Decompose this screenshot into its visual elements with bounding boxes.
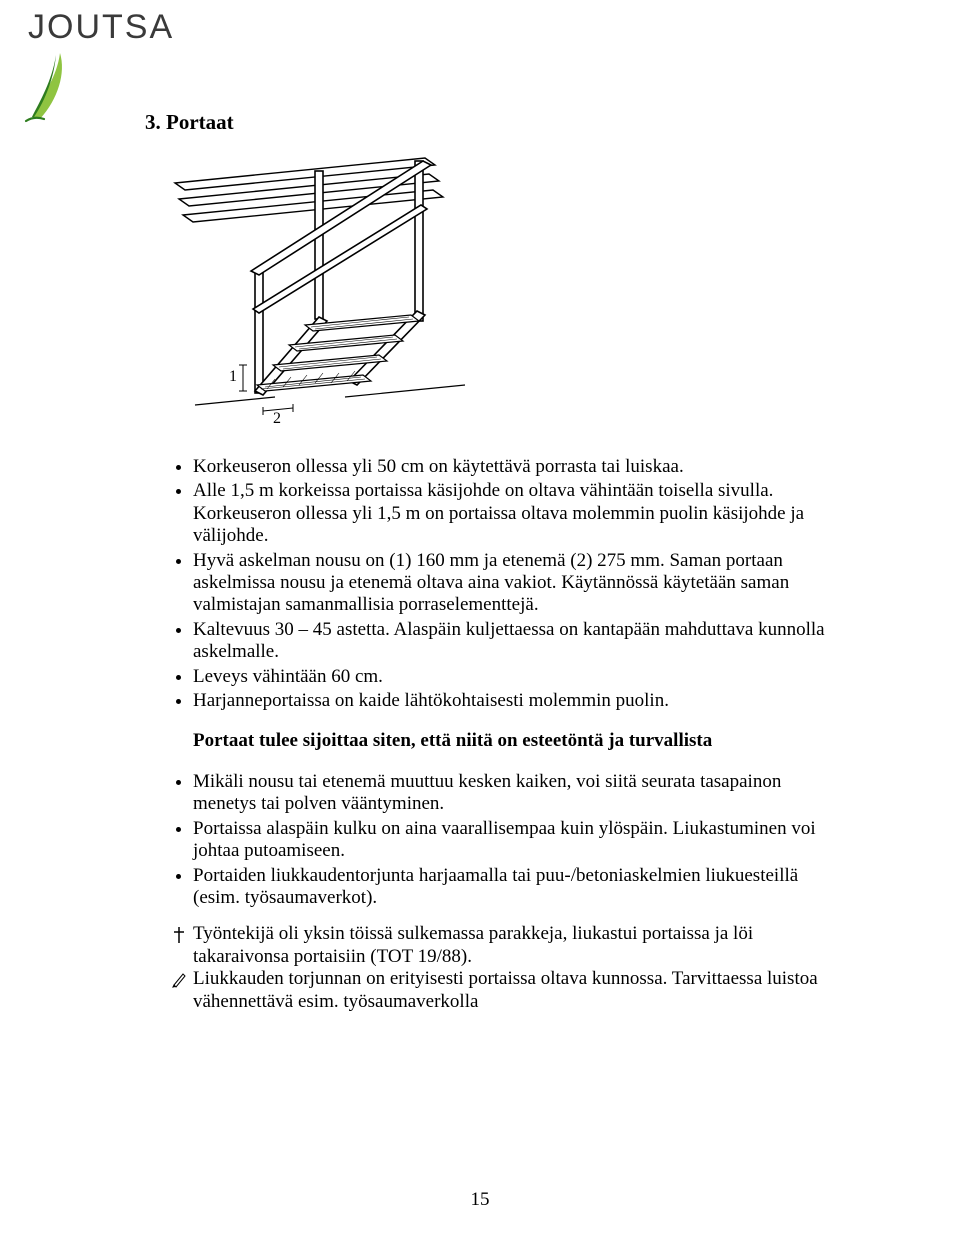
cross-icon <box>171 925 189 951</box>
figure-label-2: 2 <box>273 410 281 423</box>
note-item: Työntekijä oli yksin töissä sulkemassa p… <box>193 923 825 968</box>
emphasis-paragraph: Portaat tulee sijoittaa siten, että niit… <box>193 730 825 752</box>
note-item: Liukkauden torjunnan on erityisesti port… <box>193 968 825 1013</box>
document-body: 3. Portaat <box>145 110 825 1013</box>
section-heading: 3. Portaat <box>145 110 825 135</box>
logo-text: JOUTSA <box>28 8 174 47</box>
list-item: Portaiden liukkaudentorjunta harjaamalla… <box>193 865 825 910</box>
list-item: Mikäli nousu tai etenemä muuttuu kesken … <box>193 771 825 816</box>
stair-diagram: 1 2 <box>165 153 825 428</box>
figure-label-1: 1 <box>229 368 237 385</box>
bullet-list-2: Mikäli nousu tai etenemä muuttuu kesken … <box>145 771 825 909</box>
list-item: Harjanneportaissa on kaide lähtökohtaise… <box>193 690 825 712</box>
list-item: Alle 1,5 m korkeissa portaissa käsijohde… <box>193 480 825 547</box>
bullet-list-1: Korkeuseron ollessa yli 50 cm on käytett… <box>145 456 825 712</box>
page-number: 15 <box>0 1189 960 1211</box>
notes-block: Työntekijä oli yksin töissä sulkemassa p… <box>193 923 825 1013</box>
list-item: Leveys vähintään 60 cm. <box>193 666 825 688</box>
note-text: Työntekijä oli yksin töissä sulkemassa p… <box>193 923 753 966</box>
list-item: Kaltevuus 30 – 45 astetta. Alaspäin kulj… <box>193 619 825 664</box>
note-text: Liukkauden torjunnan on erityisesti port… <box>193 968 818 1011</box>
list-item: Portaissa alaspäin kulku on aina vaarall… <box>193 818 825 863</box>
logo-swoosh-icon <box>22 47 92 130</box>
list-item: Korkeuseron ollessa yli 50 cm on käytett… <box>193 456 825 478</box>
list-item: Hyvä askelman nousu on (1) 160 mm ja ete… <box>193 550 825 617</box>
pen-icon <box>171 970 189 994</box>
